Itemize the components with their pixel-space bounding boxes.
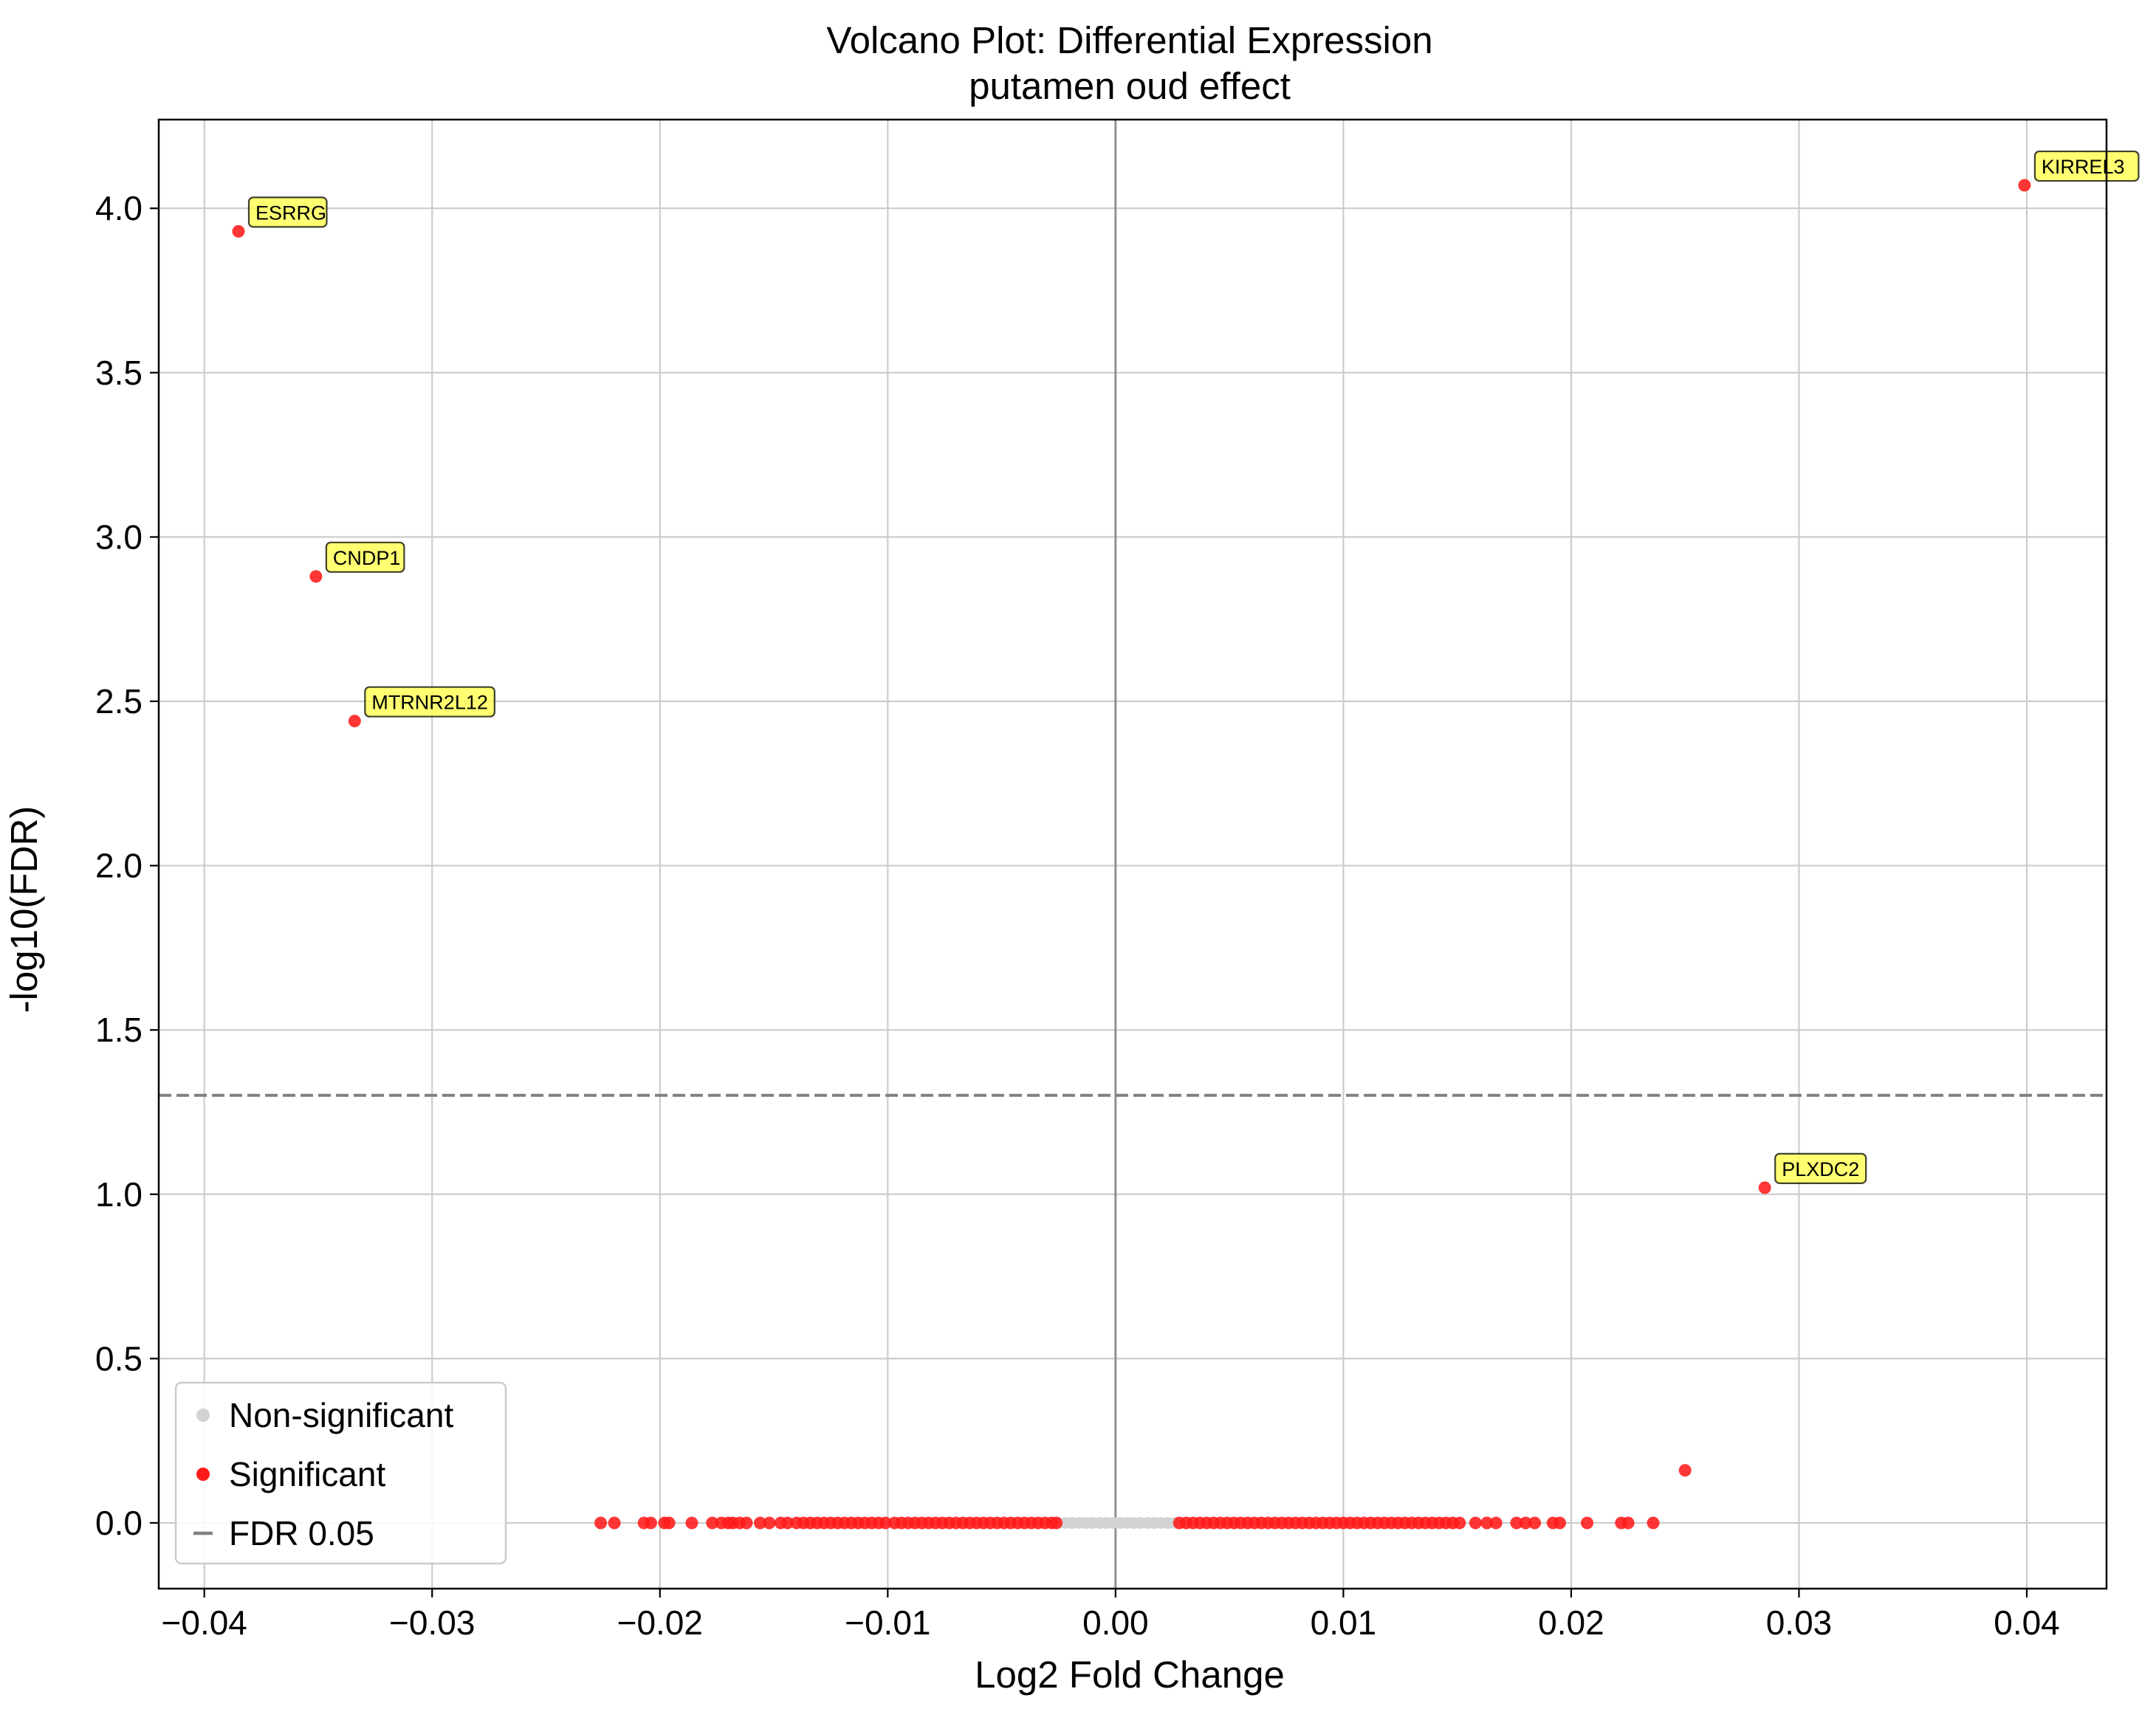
- x-tick-label: −0.04: [162, 1603, 247, 1642]
- legend-label: FDR 0.05: [229, 1514, 374, 1552]
- gene-label-text: MTRNR2L12: [371, 692, 488, 714]
- significant-point: [1581, 1516, 1594, 1530]
- significant-point: [1678, 1464, 1692, 1477]
- y-tick-label: 3.0: [95, 517, 143, 556]
- significant-point: [706, 1516, 719, 1530]
- x-tick-label: 0.03: [1766, 1603, 1833, 1642]
- y-tick-label: 0.0: [95, 1504, 143, 1542]
- significant-point: [1480, 1516, 1494, 1530]
- data-points: [232, 179, 2031, 1530]
- gene-label-text: ESRRG: [255, 202, 326, 224]
- significant-point: [1647, 1516, 1660, 1530]
- significant-point: [1519, 1516, 1532, 1530]
- gene-label-box: [325, 541, 405, 573]
- gene-annotation: CNDP1: [325, 541, 405, 573]
- gene-annotations: KIRREL3 ESRRG CNDP1 MTRNR2L12 PLXDC2: [247, 150, 2140, 1184]
- significant-point: [309, 570, 323, 583]
- y-tick-label: 2.5: [95, 682, 143, 721]
- significant-point: [879, 1516, 892, 1530]
- gene-annotation: PLXDC2: [1774, 1152, 1867, 1184]
- y-tick-label: 0.5: [95, 1339, 143, 1378]
- x-tick-label: 0.04: [1994, 1603, 2060, 1642]
- gene-label-box: [2033, 150, 2140, 182]
- reference-lines: [159, 120, 2107, 1589]
- significant-point: [1489, 1516, 1503, 1530]
- significant-point: [685, 1516, 698, 1530]
- nonsignificant-point-band: [1056, 1517, 1178, 1528]
- significant-point: [348, 715, 361, 728]
- plot-area: [159, 120, 2107, 1589]
- significant-point: [1469, 1516, 1482, 1530]
- significant-point: [1621, 1516, 1635, 1530]
- gene-annotation: KIRREL3: [2033, 150, 2140, 182]
- significant-point: [662, 1516, 676, 1530]
- gene-annotation: ESRRG: [247, 196, 328, 228]
- significant-point: [1510, 1516, 1523, 1530]
- x-tick-label: −0.02: [617, 1603, 703, 1642]
- x-tick-label: 0.02: [1538, 1603, 1604, 1642]
- gene-label-text: KIRREL3: [2042, 156, 2125, 178]
- y-tick-label: 4.0: [95, 189, 143, 227]
- legend-frame: [174, 1381, 507, 1565]
- significant-point: [232, 224, 245, 238]
- chart-subtitle: putamen oud effect: [969, 65, 1291, 107]
- chart-title: Volcano Plot: Differential Expression: [826, 19, 1432, 61]
- legend-marker: [196, 1468, 210, 1481]
- significant-point: [1758, 1181, 1771, 1194]
- gene-annotation: MTRNR2L12: [364, 686, 495, 718]
- significant-point: [644, 1516, 657, 1530]
- y-axis-ticks: 0.0 0.5 1.0 1.5 2.0 2.5 3.0 3.5 4.0: [95, 189, 159, 1542]
- y-axis-label: -log10(FDR): [3, 806, 45, 1014]
- significant-point: [763, 1516, 776, 1530]
- significant-point: [2018, 179, 2031, 192]
- legend-label: Non-significant: [229, 1396, 453, 1434]
- gene-label-text: PLXDC2: [1782, 1158, 1859, 1180]
- legend-label: Significant: [229, 1455, 385, 1493]
- gene-label-box: [364, 686, 495, 718]
- gene-label-box: [247, 196, 328, 228]
- significant-point: [1554, 1516, 1567, 1530]
- x-tick-label: −0.01: [845, 1603, 930, 1642]
- gene-label-text: CNDP1: [333, 547, 401, 569]
- x-tick-label: −0.03: [389, 1603, 475, 1642]
- y-tick-label: 3.5: [95, 354, 143, 392]
- significant-point: [1050, 1516, 1063, 1530]
- y-tick-label: 1.0: [95, 1175, 143, 1214]
- x-tick-label: 0.00: [1082, 1603, 1149, 1642]
- significant-point: [594, 1516, 608, 1530]
- y-tick-label: 2.0: [95, 847, 143, 885]
- significant-point: [740, 1516, 753, 1530]
- significant-point: [1453, 1516, 1466, 1530]
- x-axis-ticks: −0.04 −0.03 −0.02 −0.01 0.00 0.01 0.02 0.03 0.04: [162, 1589, 2060, 1642]
- significant-point: [608, 1516, 621, 1530]
- legend: Non-significant Significant FDR 0.05: [174, 1381, 507, 1565]
- plot-frame: [157, 118, 2108, 1590]
- y-tick-label: 1.5: [95, 1011, 143, 1049]
- significant-point: [754, 1516, 767, 1530]
- legend-marker: [196, 1409, 210, 1422]
- significant-point: [781, 1516, 794, 1530]
- gene-label-box: [1774, 1152, 1867, 1184]
- x-axis-label: Log2 Fold Change: [975, 1654, 1285, 1696]
- significant-point: [1528, 1516, 1542, 1530]
- x-tick-label: 0.01: [1311, 1603, 1377, 1642]
